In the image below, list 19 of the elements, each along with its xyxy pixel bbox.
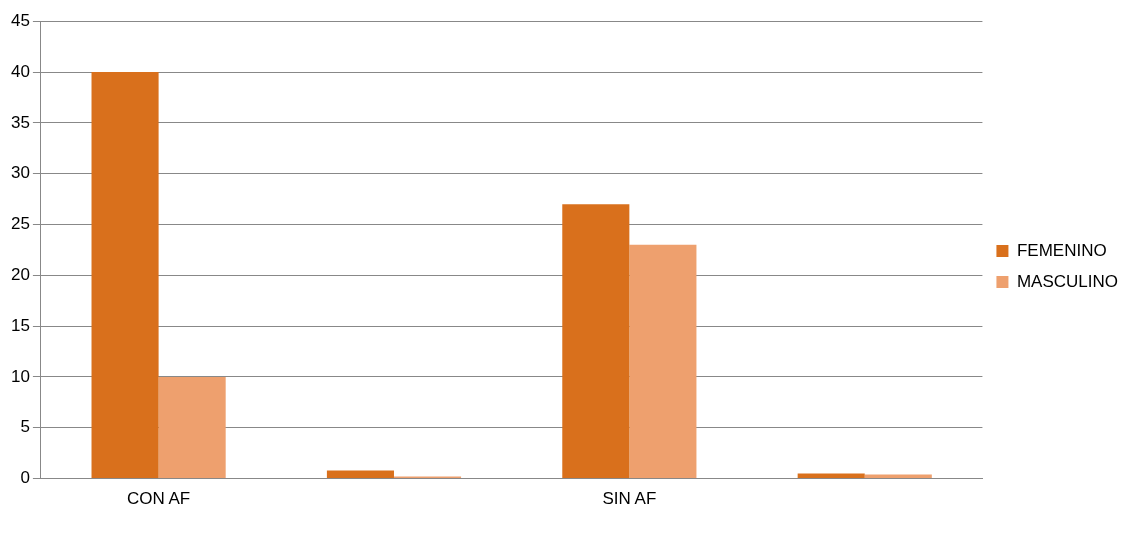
bar xyxy=(326,470,394,479)
x-tick-label: SIN AF xyxy=(602,489,657,509)
bar xyxy=(158,376,226,479)
legend-label: FEMENINO xyxy=(1016,240,1107,260)
y-tick-label: 40 xyxy=(10,61,30,81)
bar xyxy=(629,244,697,479)
y-tick-label: 35 xyxy=(10,112,30,132)
y-tick-label: 10 xyxy=(10,366,30,386)
y-tick-label: 20 xyxy=(10,265,30,284)
y-tick-label: 0 xyxy=(20,468,30,488)
y-tick-label: 25 xyxy=(10,214,30,234)
legend-label: MASCULINO xyxy=(1016,271,1119,291)
y-tick-label: 30 xyxy=(10,163,30,183)
bar xyxy=(562,204,630,479)
y-tick-label: 45 xyxy=(10,10,30,30)
x-tick-label: CON AF xyxy=(126,489,191,509)
y-tick-label: 15 xyxy=(10,315,30,335)
bar xyxy=(91,72,159,479)
y-tick-label: 5 xyxy=(20,417,30,437)
